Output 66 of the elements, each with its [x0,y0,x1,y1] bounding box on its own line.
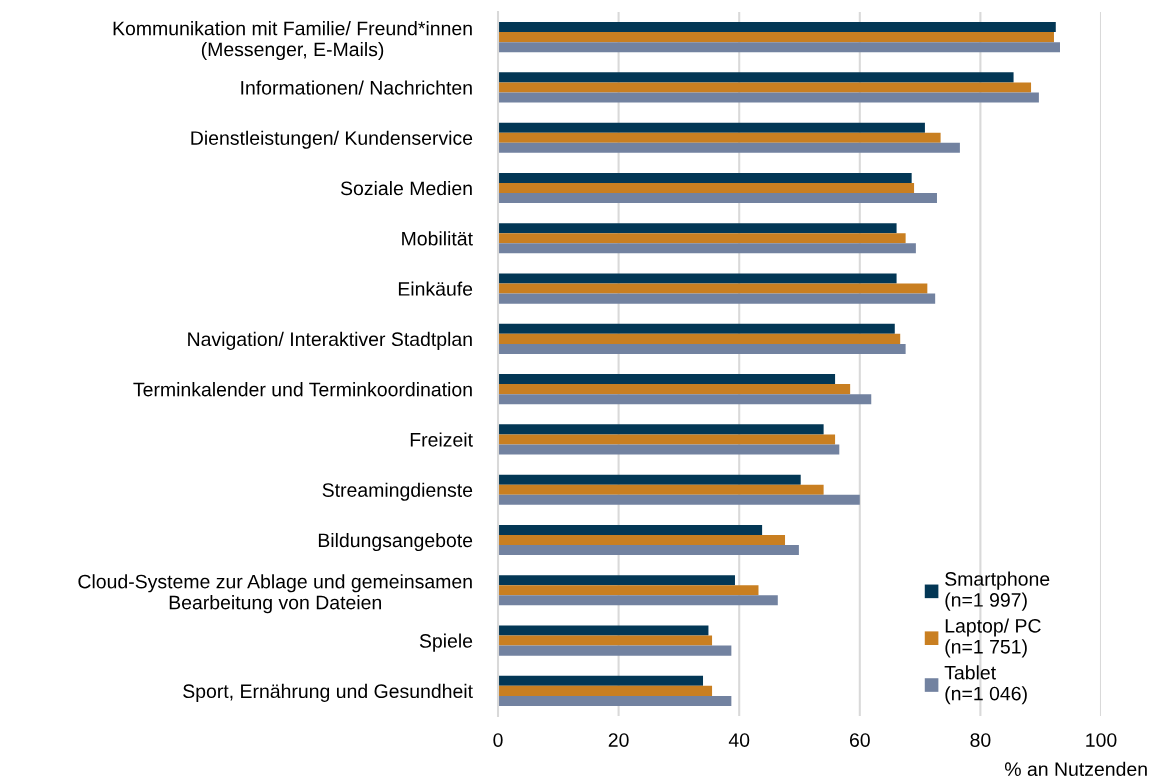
bar [498,474,801,485]
bar [498,434,836,445]
bar [498,122,925,133]
bar [498,22,1056,33]
bar [498,273,897,284]
legend-label: Smartphone (n=1 997) [945,571,1050,611]
y-tick-label: Einkäufe [398,281,473,296]
bar [498,424,824,435]
bar [498,193,937,204]
y-tick-label: Cloud-Systeme zur Ablage und gemeinsamen Bearbeitung von Dateien [78,574,472,614]
y-tick-label: Spiele [419,633,473,652]
y-tick-label: Sport, Ernährung und Gesundheit [183,683,473,702]
bar [498,374,836,385]
x-tick-label: 100 [1086,733,1117,747]
y-tick-label: Kommunikation mit Familie/ Freund*innen (Messenger, E-Mails) [113,21,472,61]
bar [498,585,759,596]
bar [498,32,1054,43]
bar [498,343,906,354]
x-tick-label: 60 [849,733,870,747]
bar [498,645,732,656]
bar [498,675,704,686]
bar [498,625,709,636]
x-tick-label: 0 [493,733,503,747]
bar [498,42,1060,53]
bar [498,545,799,556]
bar [498,695,732,706]
bar [498,142,960,153]
legend-label: Tablet (n=1 046) [944,665,1027,705]
bar [498,172,912,183]
y-tick-label: Freizeit [410,432,473,447]
bar [498,494,860,505]
y-tick-label: Bildungsangebote [318,532,473,552]
y-tick-label: Streamingdienste [322,482,473,501]
bar [498,685,713,696]
bar [498,484,824,495]
y-tick-label: Terminkalender und Terminkoordination [133,382,472,397]
bar [498,444,840,455]
bar [498,283,928,294]
bar [498,384,851,395]
bar [498,394,872,405]
x-axis-title: % an Nutzenden [1004,761,1147,777]
bar [498,82,1032,93]
bar [498,233,906,244]
bar [498,534,786,546]
bar [498,182,915,194]
bar [498,595,778,606]
bar [498,223,897,234]
bar [498,132,941,143]
x-tick-label: 40 [728,733,750,747]
bar [498,333,901,344]
bar [498,243,916,254]
legend-label: Laptop/ PC (n=1 751) [945,618,1041,658]
y-tick-label: Dienstleistungen/ Kundenservice [191,130,473,149]
bar [498,92,1039,103]
bar [498,293,936,304]
y-tick-label: Navigation/ Interaktiver Stadtplan [188,331,472,350]
y-tick-label: Informationen/ Nachrichten [241,80,472,95]
bar [498,575,735,586]
x-tick-label: 20 [608,733,629,747]
bar [498,524,763,535]
y-tick-label: Mobilität [402,231,473,246]
x-tick-label: 80 [970,733,991,747]
y-tick-label: Soziale Medien [340,180,472,196]
bar [498,72,1014,83]
bar [498,635,713,646]
bar [498,323,895,334]
